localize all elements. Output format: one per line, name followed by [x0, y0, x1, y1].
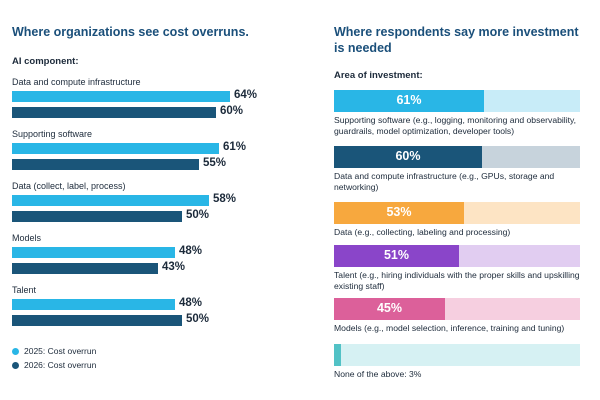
bar-data-collect-label-process-2026: [12, 211, 182, 222]
value-label-models: 45%: [376, 301, 403, 315]
bar-supporting-software-2025: [12, 143, 219, 154]
bar-supporting-software-2026: [12, 159, 199, 170]
bar-models: 45%: [334, 298, 445, 320]
right-axis-title: Area of investment:: [334, 70, 423, 81]
bar-data: 53%: [334, 202, 464, 224]
right-chart-title-line2: is needed: [334, 41, 392, 55]
left-chart-title: Where organizations see cost overruns.: [12, 25, 249, 39]
category-label-talent: Talent: [12, 285, 37, 295]
value-label-talent-2025: 48%: [179, 297, 203, 309]
category-name-data-and-compute-infrastructure: Data and compute infrastructure: [334, 171, 457, 181]
category-name-models: Models: [334, 323, 362, 333]
category-desc-talent: (e.g., hiring individuals with the prope…: [334, 270, 580, 291]
legend-swatch-2025: [12, 347, 19, 355]
bar-track-supporting-software: 61%: [334, 90, 580, 112]
category-label-data: Data (e.g., collecting, labeling and pro…: [334, 227, 584, 238]
category-label-talent: Talent (e.g., hiring individuals with th…: [334, 270, 584, 292]
legend-item-2025: 2025: Cost overrun: [12, 346, 96, 356]
bar-models-2026: [12, 263, 158, 274]
bar-talent-2026: [12, 315, 182, 326]
value-label-talent-2026: 50%: [186, 313, 210, 325]
legend-label-2026: 2026: Cost overrun: [24, 360, 97, 370]
value-label-data-collect-label-process-2026: 50%: [186, 209, 210, 221]
right-chart-title-line1: Where respondents say more investment: [334, 25, 579, 39]
category-name-data: Data: [334, 227, 353, 237]
value-label-models-2026: 43%: [162, 261, 186, 273]
bar-data-collect-label-process-2025: [12, 195, 209, 206]
category-desc-data: (e.g., collecting, labeling and processi…: [352, 227, 511, 237]
legend-item-2026: 2026: Cost overrun: [12, 360, 96, 370]
bar-models-2025: [12, 247, 175, 258]
legend-label-2025: 2025: Cost overrun: [24, 346, 97, 356]
bar-track-talent: 51%: [334, 245, 580, 267]
value-label-data-collect-label-process-2025: 58%: [213, 193, 237, 205]
legend-swatch-2026: [12, 361, 19, 369]
category-desc-models: (e.g., model selection, inference, train…: [361, 323, 565, 333]
value-label-data-and-compute-infrastructure-2026: 60%: [220, 105, 244, 117]
value-label-supporting-software-2025: 61%: [223, 141, 247, 153]
left-axis-title: AI component:: [12, 56, 79, 67]
value-label-data-and-compute-infrastructure-2025: 64%: [234, 89, 258, 101]
bar-data-and-compute-infrastructure-2026: [12, 107, 216, 118]
value-label-data: 53%: [386, 205, 412, 219]
category-label-supporting-software: Supporting software (e.g., logging, moni…: [334, 115, 584, 137]
category-label-data-collect-label-process: Data (collect, label, process): [12, 181, 126, 191]
bar-track-models: 45%: [334, 298, 580, 320]
category-label-none-of-the-above-3: None of the above: 3%: [334, 369, 584, 380]
category-label-data-and-compute-infrastructure: Data and compute infrastructure: [12, 77, 141, 87]
value-label-data-and-compute-infrastructure: 60%: [395, 149, 421, 163]
value-label-supporting-software: 61%: [396, 93, 422, 107]
value-label-talent: 51%: [383, 248, 410, 262]
category-label-models: Models (e.g., model selection, inference…: [334, 323, 584, 334]
category-name-talent: Talent: [334, 270, 357, 280]
category-label-supporting-software: Supporting software: [12, 129, 93, 139]
category-label-models: Models: [12, 233, 42, 243]
category-desc-data-and-compute-infrastructure: (e.g., GPUs, storage and networking): [334, 171, 555, 192]
bar-supporting-software: 61%: [334, 90, 484, 112]
bar-track-none-of-the-above-3: [334, 344, 580, 366]
category-desc-supporting-software: (e.g., logging, monitoring and observabi…: [334, 115, 577, 136]
category-label-data-and-compute-infrastructure: Data and compute infrastructure (e.g., G…: [334, 171, 584, 193]
bar-track-data: 53%: [334, 202, 580, 224]
bar-talent: 51%: [334, 245, 459, 267]
value-label-supporting-software-2026: 55%: [203, 157, 227, 169]
bar-talent-2025: [12, 299, 175, 310]
bar-data-and-compute-infrastructure-2025: [12, 91, 230, 102]
bar-track-data-and-compute-infrastructure: 60%: [334, 146, 580, 168]
bar-none-of-the-above-3: [334, 344, 341, 366]
category-name-none-of-the-above-3: None of the above: 3%: [334, 369, 422, 379]
value-label-models-2025: 48%: [179, 245, 203, 257]
bar-data-and-compute-infrastructure: 60%: [334, 146, 482, 168]
category-name-supporting-software: Supporting software: [334, 115, 411, 125]
